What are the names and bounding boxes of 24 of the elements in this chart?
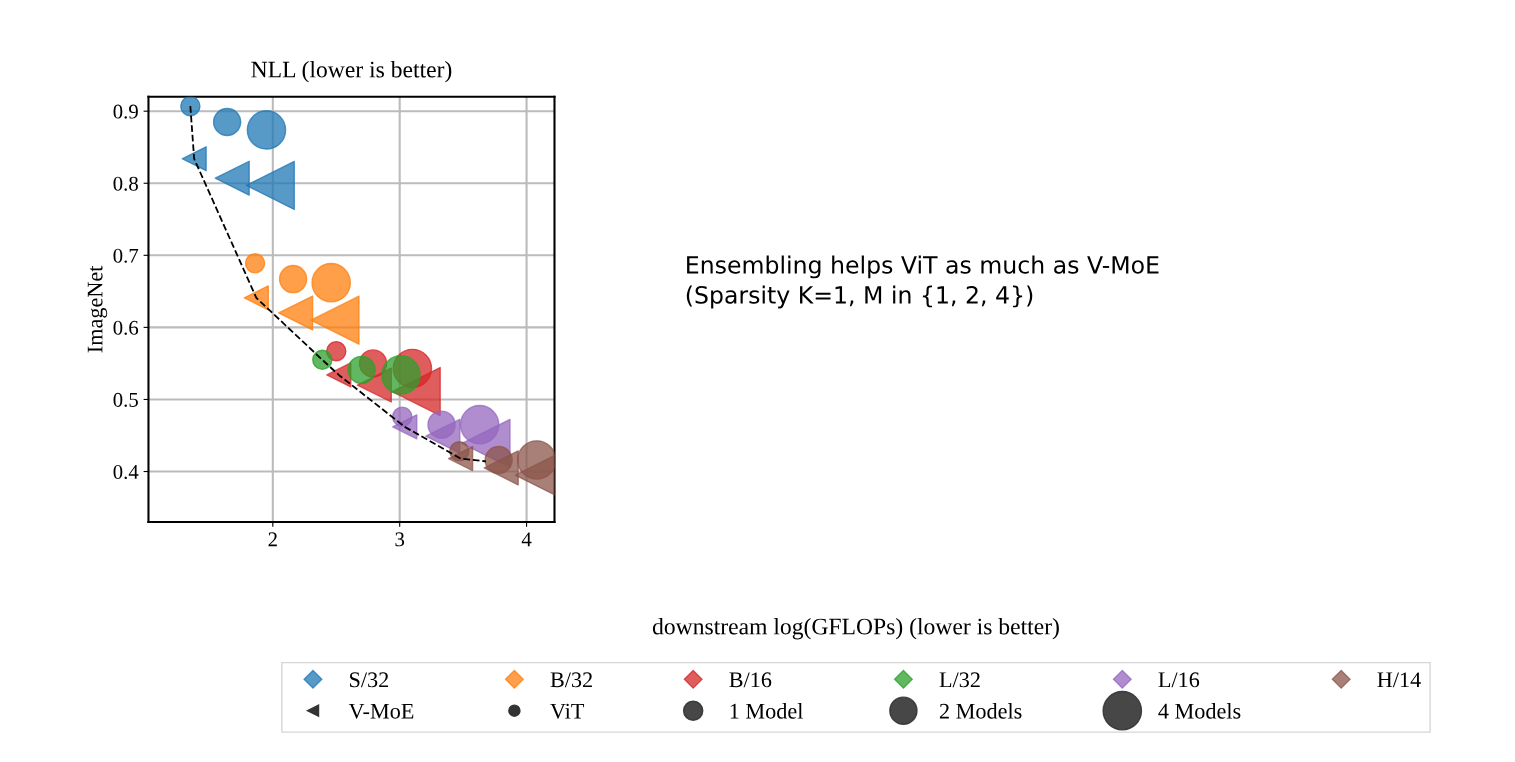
legend-label: S/32 <box>350 672 389 688</box>
y-tick-label: 0.8 <box>113 176 138 191</box>
y-axis-title: ImageNet <box>87 265 108 353</box>
y-tick-label: 0.5 <box>113 392 138 407</box>
y-tick-label: 0.6 <box>113 320 139 335</box>
legend-label: 4 Models <box>1158 703 1241 719</box>
legend-label: L/16 <box>1158 672 1200 688</box>
y-tick-label: 0.4 <box>113 464 139 480</box>
x-tick-label: 4 <box>521 532 532 547</box>
legend-label: 1 Model <box>730 703 803 719</box>
text: V-MoE <box>348 703 414 719</box>
chart-title: NLL (lower is better) <box>251 60 452 83</box>
text: ViT <box>550 703 585 719</box>
y-tick-label: 0.7 <box>113 248 139 263</box>
legend-label: B/16 <box>729 672 772 688</box>
legend-label: 2 Models <box>939 703 1022 719</box>
legend-label: H/14 <box>1377 672 1421 688</box>
x-tick-label: 2 <box>268 532 277 547</box>
legend-label: L/32 <box>939 672 980 688</box>
legend-label: B/32 <box>550 672 592 688</box>
text: Ensembling helps ViT as much as V-MoE (Sparsity K=1, M in {1, 2, 4}) <box>686 255 1159 309</box>
y-tick-label: 0.9 <box>113 104 138 119</box>
text: downstream log(GFLOPs) (lower is better) <box>652 617 1059 640</box>
x-tick-label: 3 <box>395 532 405 547</box>
